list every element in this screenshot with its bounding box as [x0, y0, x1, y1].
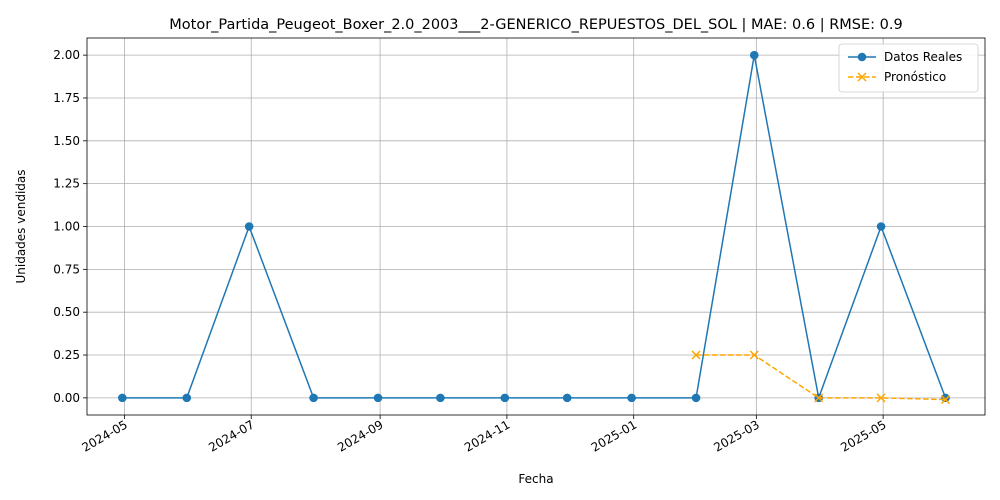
- x-marker-stroke: [749, 350, 759, 360]
- legend-label: Pronóstico: [884, 70, 946, 84]
- y-tick-label: 2.00: [53, 48, 80, 62]
- x-marker-stroke: [691, 350, 701, 360]
- data-point: [562, 393, 572, 403]
- data-point: [373, 393, 383, 403]
- data-point: [691, 350, 701, 360]
- legend-label: Datos Reales: [884, 50, 962, 64]
- series-line: [696, 354, 946, 401]
- data-point: [627, 393, 636, 403]
- data-point: [182, 393, 192, 403]
- y-tick-label: 0.00: [53, 391, 80, 405]
- data-point: [691, 393, 701, 403]
- y-tick-label: 0.25: [53, 348, 80, 362]
- plot-area: [118, 50, 951, 405]
- y-tick-label: 1.50: [53, 134, 80, 148]
- y-tick-label: 1.25: [53, 177, 80, 191]
- series-line: [122, 54, 947, 399]
- data-point: [876, 222, 886, 231]
- data-point: [244, 222, 254, 231]
- data-point: [940, 395, 951, 405]
- y-axis-ticks: 0.00 0.25 0.50 0.75 1.00 1.25 1.50 1.75 2.00: [53, 48, 87, 405]
- data-point: [941, 393, 950, 403]
- legend-marker: [857, 72, 867, 82]
- y-tick-label: 1.00: [53, 220, 80, 234]
- y-tick-label: 0.75: [53, 262, 80, 276]
- data-point: [118, 393, 127, 403]
- legend: Datos Reales Pronóstico: [838, 43, 979, 93]
- data-point: [749, 350, 759, 360]
- data-point: [436, 393, 445, 403]
- x-axis-label: Fecha: [518, 472, 553, 486]
- data-point: [814, 393, 824, 403]
- data-point: [749, 50, 759, 60]
- data-point: [876, 393, 886, 403]
- x-marker-stroke: [814, 393, 824, 403]
- legend-box: [838, 43, 979, 93]
- x-marker-stroke: [876, 393, 886, 403]
- data-point: [309, 393, 318, 403]
- data-point: [500, 393, 510, 403]
- series-forecast: [691, 350, 951, 405]
- y-tick-label: 1.75: [53, 91, 80, 105]
- x-marker-stroke: [940, 395, 951, 405]
- x-marker-stroke: [857, 72, 867, 82]
- grid-lines: [87, 38, 985, 415]
- chart-title: Motor_Partida_Peugeot_Boxer_2.0_2003___2…: [169, 17, 902, 33]
- legend-marker: [857, 52, 867, 62]
- y-tick-label: 0.50: [53, 305, 80, 319]
- y-axis-label: Unidades vendidas: [14, 169, 28, 283]
